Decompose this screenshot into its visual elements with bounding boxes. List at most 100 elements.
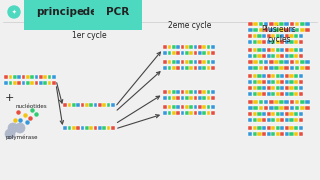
Bar xyxy=(248,132,252,136)
Bar xyxy=(189,105,193,109)
Bar xyxy=(267,112,271,116)
Bar xyxy=(168,105,172,109)
Bar xyxy=(276,40,280,44)
Bar xyxy=(111,103,115,107)
Bar xyxy=(299,118,303,122)
Bar xyxy=(194,60,197,64)
Bar xyxy=(280,40,284,44)
Bar xyxy=(107,126,110,130)
Bar xyxy=(269,60,274,64)
Bar xyxy=(299,112,303,116)
Bar xyxy=(290,40,294,44)
Bar xyxy=(300,60,305,64)
Bar xyxy=(185,105,189,109)
Bar xyxy=(253,54,257,58)
Bar xyxy=(280,54,284,58)
Bar xyxy=(30,81,34,85)
Bar xyxy=(172,105,176,109)
Bar xyxy=(257,48,261,52)
Bar xyxy=(176,45,180,49)
Bar xyxy=(295,22,300,26)
Bar xyxy=(168,90,172,94)
Bar xyxy=(267,126,271,130)
Bar xyxy=(194,105,197,109)
Bar xyxy=(194,66,197,70)
Bar xyxy=(198,90,202,94)
Bar xyxy=(168,60,172,64)
Bar xyxy=(259,100,263,104)
Bar xyxy=(194,96,197,100)
Bar xyxy=(285,48,289,52)
Bar xyxy=(300,28,305,32)
Bar xyxy=(180,45,184,49)
Bar xyxy=(279,60,284,64)
Bar xyxy=(253,100,258,104)
Bar xyxy=(13,81,17,85)
Bar xyxy=(163,96,167,100)
Bar xyxy=(163,45,167,49)
Bar xyxy=(290,66,294,70)
Bar xyxy=(180,60,184,64)
Bar xyxy=(267,86,271,90)
Bar xyxy=(52,81,56,85)
Bar xyxy=(267,80,271,84)
Bar xyxy=(285,74,289,78)
Bar xyxy=(294,80,298,84)
Bar xyxy=(280,48,284,52)
Bar xyxy=(269,28,274,32)
Bar xyxy=(264,28,268,32)
Bar xyxy=(285,40,289,44)
Bar xyxy=(294,40,298,44)
Bar xyxy=(211,90,215,94)
Bar xyxy=(285,92,289,96)
Bar xyxy=(295,106,300,110)
Bar xyxy=(276,54,280,58)
Bar xyxy=(176,51,180,55)
Bar xyxy=(253,48,257,52)
Bar xyxy=(206,105,211,109)
Bar xyxy=(107,103,110,107)
Bar xyxy=(262,54,266,58)
Bar xyxy=(300,22,305,26)
Bar xyxy=(290,34,294,38)
Bar xyxy=(248,34,252,38)
Bar xyxy=(280,74,284,78)
Bar xyxy=(206,111,211,115)
Text: +: + xyxy=(5,93,14,103)
Bar xyxy=(269,66,274,70)
Bar xyxy=(259,28,263,32)
Bar xyxy=(180,90,184,94)
Bar xyxy=(206,96,211,100)
Bar xyxy=(30,75,34,79)
Bar xyxy=(185,60,189,64)
Bar xyxy=(211,45,215,49)
Bar xyxy=(198,105,202,109)
Bar xyxy=(279,28,284,32)
Bar xyxy=(211,60,215,64)
Bar xyxy=(257,126,261,130)
Bar xyxy=(194,45,197,49)
Bar xyxy=(176,90,180,94)
Bar xyxy=(198,51,202,55)
Text: Plusieurs
cycles: Plusieurs cycles xyxy=(262,25,296,44)
Text: 1er cycle: 1er cycle xyxy=(72,30,106,39)
Bar xyxy=(294,118,298,122)
Bar xyxy=(189,90,193,94)
Bar xyxy=(295,60,300,64)
Text: polymérase: polymérase xyxy=(5,134,37,140)
Bar xyxy=(202,60,206,64)
Bar xyxy=(39,81,43,85)
Bar xyxy=(248,100,253,104)
Bar xyxy=(198,60,202,64)
Bar xyxy=(267,54,271,58)
Bar xyxy=(290,106,294,110)
Bar xyxy=(271,132,275,136)
Bar xyxy=(274,60,279,64)
Bar xyxy=(253,28,258,32)
Bar xyxy=(172,60,176,64)
Bar xyxy=(211,105,215,109)
Bar xyxy=(284,106,289,110)
Text: PCR: PCR xyxy=(106,7,129,17)
Bar xyxy=(279,66,284,70)
Bar xyxy=(202,105,206,109)
